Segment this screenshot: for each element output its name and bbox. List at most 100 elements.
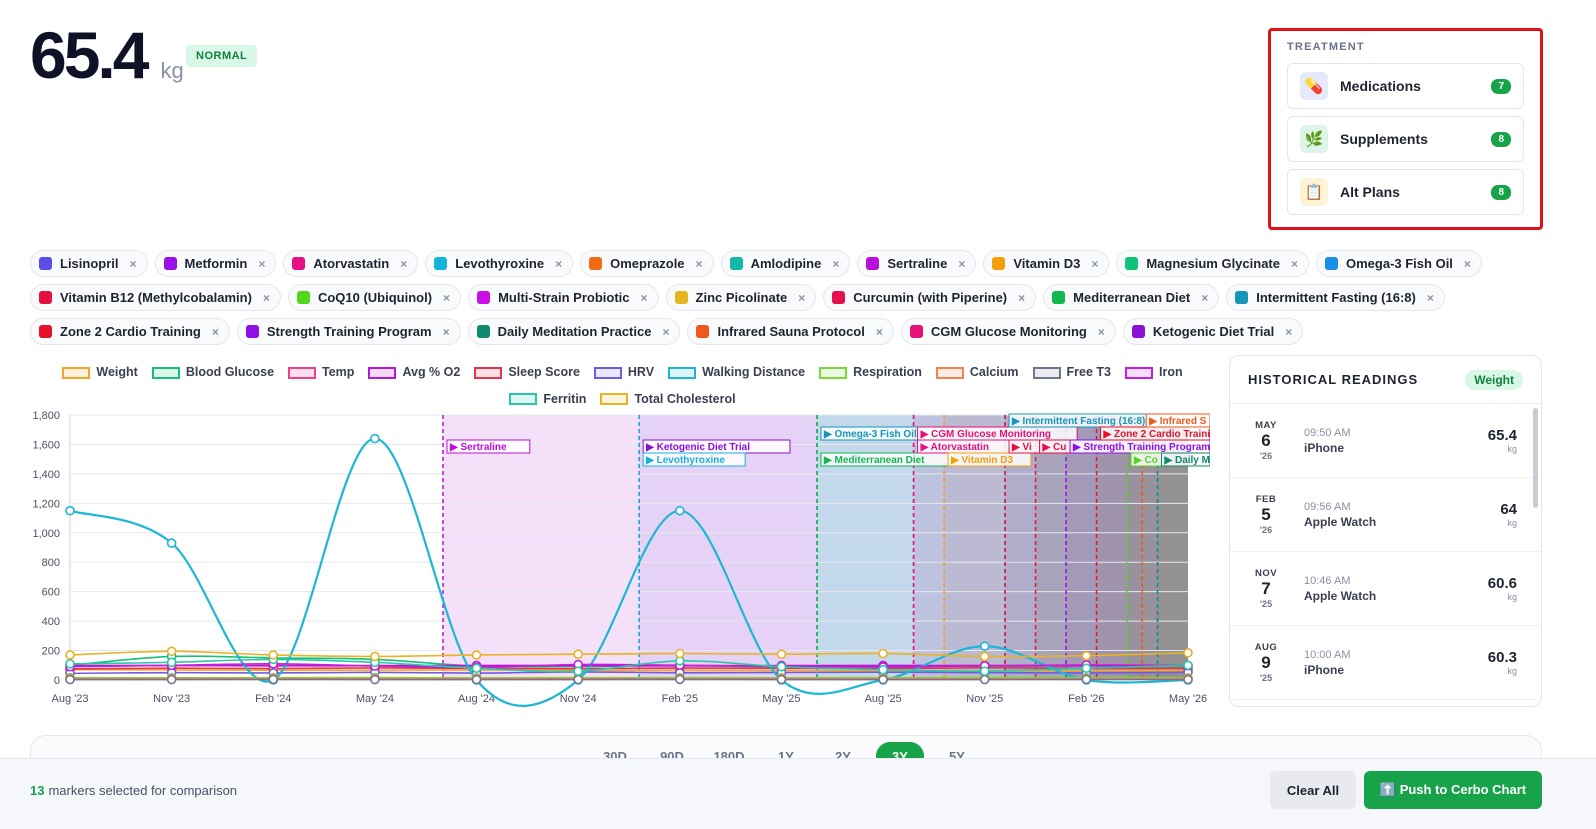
legend-item[interactable]: Respiration [819, 360, 922, 385]
treatment-chip[interactable]: Vitamin B12 (Methylcobalamin) × [30, 284, 281, 311]
chip-label: Strength Training Program [266, 324, 432, 339]
chip-remove-icon[interactable]: × [1426, 290, 1434, 305]
data-point [776, 661, 787, 672]
reading-source: iPhone [1304, 662, 1345, 677]
chip-remove-icon[interactable]: × [258, 256, 266, 271]
chip-remove-icon[interactable]: × [262, 290, 270, 305]
history-row[interactable]: FEB 5'26 09:56 AM Apple Watch 64 kg [1230, 478, 1541, 552]
reading-meta: 10:46 AM Apple Watch [1304, 575, 1488, 603]
reading-time: 10:46 AM [1304, 574, 1351, 587]
chip-color-swatch [1131, 325, 1145, 338]
event-label: ▶ Atorvastatin [920, 442, 989, 453]
chip-color-swatch [434, 257, 448, 270]
chip-remove-icon[interactable]: × [662, 324, 670, 339]
clear-all-button[interactable]: Clear All [1270, 771, 1356, 809]
chip-remove-icon[interactable]: × [832, 256, 840, 271]
reading-day: 9 [1261, 652, 1271, 672]
treatment-chip[interactable]: Ketogenic Diet Trial × [1122, 318, 1304, 345]
push-to-cerbo-button[interactable]: ⬆️ Push to Cerbo Chart [1364, 771, 1542, 809]
treatment-chip[interactable]: CGM Glucose Monitoring × [900, 318, 1116, 345]
chip-remove-icon[interactable]: × [400, 256, 408, 271]
treatment-chip[interactable]: Omeprazole × [580, 250, 714, 277]
legend-label: Calcium [969, 365, 1019, 379]
chip-remove-icon[interactable]: × [958, 256, 966, 271]
event-label: ▶ Zone 2 Cardio Training [1103, 429, 1215, 440]
history-row[interactable]: NOV 7'25 10:46 AM Apple Watch 60.6 kg [1230, 552, 1541, 626]
reading-value: 60.6 kg [1488, 575, 1517, 602]
legend-item[interactable]: HRV [593, 360, 654, 385]
treatment-chip[interactable]: Daily Meditation Practice × [467, 318, 681, 345]
chip-remove-icon[interactable]: × [1097, 324, 1105, 339]
legend-item[interactable]: Total Cholesterol [600, 387, 736, 412]
chip-remove-icon[interactable]: × [1201, 290, 1209, 305]
chip-remove-icon[interactable]: × [695, 256, 703, 271]
chip-remove-icon[interactable]: × [1285, 324, 1293, 339]
treatment-chip[interactable]: Metformin × [154, 250, 277, 277]
chip-remove-icon[interactable]: × [1290, 256, 1298, 271]
treatment-chip[interactable]: Multi-Strain Probiotic × [468, 284, 659, 311]
y-tick-label: 0 [54, 675, 60, 687]
series-line [69, 650, 1189, 658]
chip-remove-icon[interactable]: × [555, 256, 563, 271]
legend-item[interactable]: Avg % O2 [368, 360, 460, 385]
treatment-chip[interactable]: Magnesium Glycinate × [1116, 250, 1309, 277]
legend-item[interactable]: Sleep Score [474, 360, 580, 385]
treatment-chip[interactable]: Atorvastatin × [283, 250, 419, 277]
legend-item[interactable]: Weight [62, 360, 138, 385]
chip-remove-icon[interactable]: × [211, 324, 219, 339]
treatment-chip[interactable]: Zone 2 Cardio Training × [30, 318, 230, 345]
reading-date: NOV 7'25 [1250, 568, 1282, 609]
chip-color-swatch [589, 257, 603, 270]
x-tick-label: Nov '24 [560, 693, 597, 705]
chip-remove-icon[interactable]: × [443, 290, 451, 305]
reading-month: AUG [1254, 641, 1278, 653]
treatment-chip[interactable]: CoQ10 (Ubiquinol) × [287, 284, 462, 311]
treatment-chip[interactable]: Curcumin (with Piperine) × [823, 284, 1037, 311]
chip-label: CoQ10 (Ubiquinol) [317, 290, 433, 305]
treatment-chip[interactable]: Vitamin D3 × [983, 250, 1110, 277]
legend-item[interactable]: Free T3 [1032, 360, 1111, 385]
chip-remove-icon[interactable]: × [1018, 290, 1026, 305]
x-tick-label: Nov '25 [966, 693, 1003, 705]
chip-remove-icon[interactable]: × [1463, 256, 1471, 271]
chip-remove-icon[interactable]: × [798, 290, 806, 305]
chip-remove-icon[interactable]: × [640, 290, 648, 305]
treatment-panel: TREATMENT 💊 Medications 7 🌿 Supplements … [1268, 28, 1543, 230]
chip-color-swatch [39, 257, 52, 270]
history-row[interactable]: MAY 6'26 09:50 AM iPhone 65.4 kg [1230, 404, 1541, 478]
legend-swatch [600, 393, 629, 405]
data-point [675, 674, 685, 685]
treatment-chip[interactable]: Levothyroxine × [425, 250, 574, 277]
alt-plans-card[interactable]: 📋 Alt Plans 8 [1287, 169, 1524, 215]
treatment-chip[interactable]: Amlodipine × [720, 250, 851, 277]
treatment-chip[interactable]: Mediterranean Diet × [1043, 284, 1220, 311]
legend-item[interactable]: Iron [1125, 360, 1183, 385]
supplements-card[interactable]: 🌿 Supplements 8 [1287, 116, 1524, 162]
chip-label: Magnesium Glycinate [1146, 256, 1280, 271]
selection-text: markers selected for comparison [48, 783, 238, 798]
data-point [166, 657, 177, 668]
legend-item[interactable]: Blood Glucose [151, 360, 274, 385]
treatment-chip[interactable]: Infrared Sauna Protocol × [687, 318, 894, 345]
treatment-chip[interactable]: Zinc Picolinate × [665, 284, 817, 311]
legend-item[interactable]: Ferritin [509, 387, 586, 412]
chip-remove-icon[interactable]: × [875, 324, 883, 339]
legend-item[interactable]: Walking Distance [668, 360, 805, 385]
treatment-chip[interactable]: Sertraline × [857, 250, 977, 277]
chip-remove-icon[interactable]: × [1091, 256, 1099, 271]
chip-remove-icon[interactable]: × [442, 324, 450, 339]
history-row[interactable]: AUG 9'25 10:00 AM iPhone 60.3 kg [1230, 626, 1541, 700]
treatment-chip[interactable]: Omega-3 Fish Oil × [1316, 250, 1482, 277]
chip-label: Amlodipine [750, 256, 822, 271]
history-scrollbar[interactable] [1533, 408, 1538, 508]
chip-remove-icon[interactable]: × [129, 256, 137, 271]
legend-item[interactable]: Temp [288, 360, 354, 385]
medications-card[interactable]: 💊 Medications 7 [1287, 63, 1524, 109]
chip-color-swatch [696, 325, 710, 338]
leaf-icon: 🌿 [1300, 125, 1328, 153]
treatment-chip[interactable]: Intermittent Fasting (16:8) × [1226, 284, 1445, 311]
legend-item[interactable]: Calcium [935, 360, 1019, 385]
data-point [471, 650, 482, 660]
treatment-chip[interactable]: Lisinopril × [30, 250, 148, 277]
treatment-chip[interactable]: Strength Training Program × [236, 318, 461, 345]
